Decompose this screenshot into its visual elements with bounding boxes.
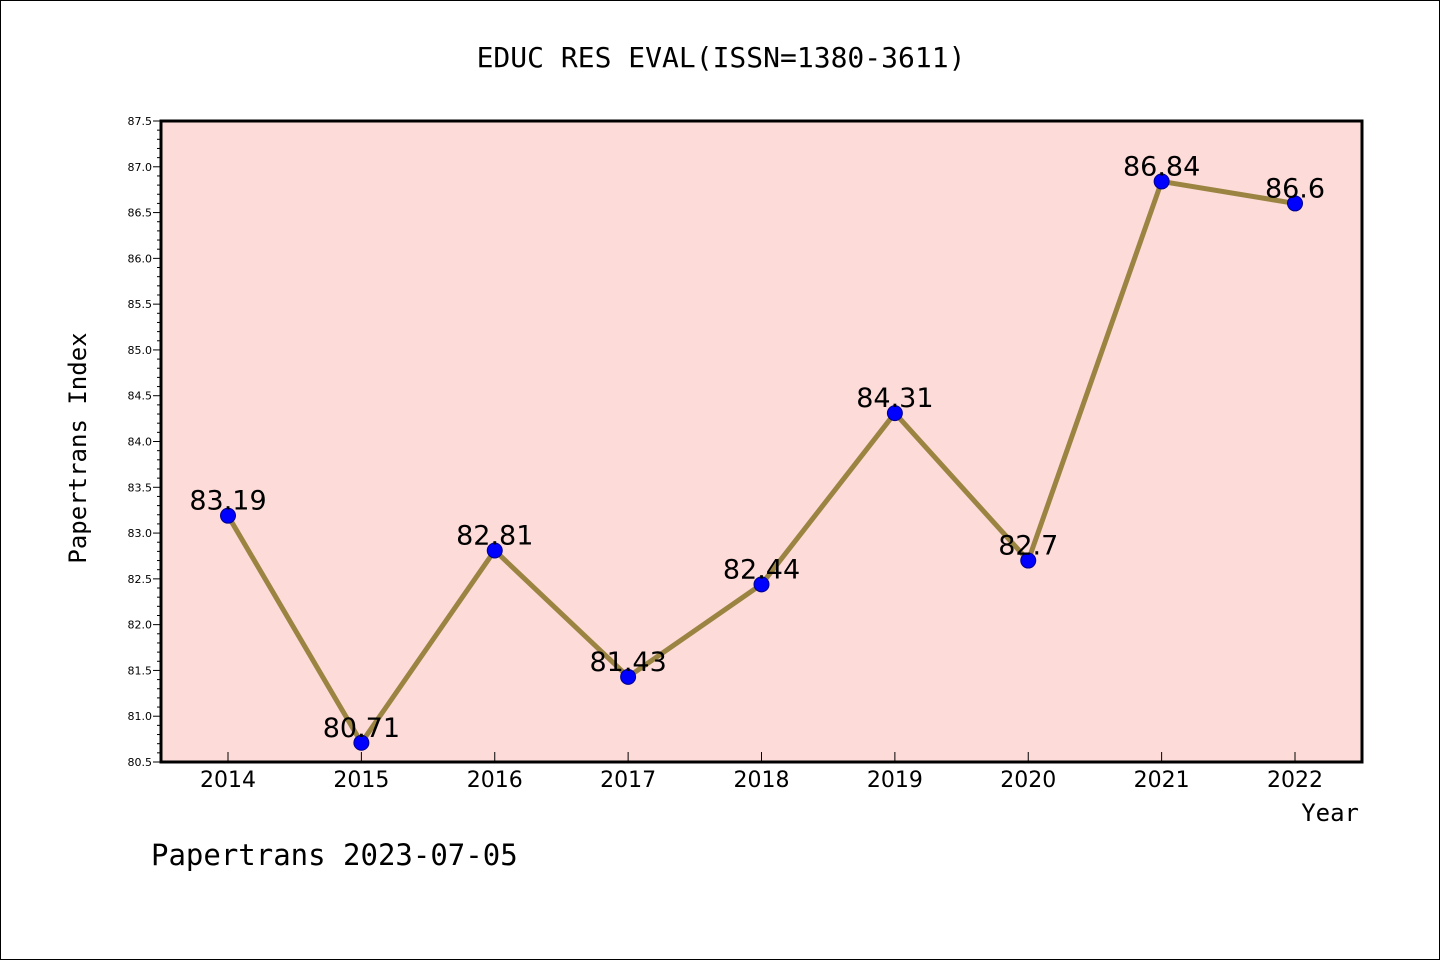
x-tick-label: 2020	[1000, 768, 1056, 793]
data-point	[886, 405, 903, 422]
y-tick-label: 80.5	[128, 756, 153, 769]
x-axis: 2014 2015 2016 2017 2018 2019 2020 2021 2022	[200, 752, 1323, 793]
y-tick-label: 84.5	[128, 390, 153, 403]
x-tick-label: 2015	[333, 768, 389, 793]
x-axis-label: Year	[1301, 799, 1359, 827]
data-point	[486, 542, 503, 559]
y-tick-label: 85.0	[128, 344, 153, 357]
x-tick-label: 2016	[467, 768, 523, 793]
x-tick-label: 2022	[1267, 768, 1323, 793]
data-label: 80.71	[323, 713, 400, 744]
data-label: 84.31	[856, 383, 933, 414]
y-tick-label: 82.5	[128, 573, 153, 586]
y-tick-label: 81.0	[128, 710, 153, 723]
y-tick-label: 87.5	[128, 115, 153, 128]
y-tick-label: 81.5	[128, 664, 153, 677]
y-tick-label: 83.0	[128, 527, 153, 540]
y-tick-label: 84.0	[128, 436, 153, 449]
data-point	[753, 576, 770, 593]
plot-area	[161, 121, 1362, 762]
x-tick-label: 2019	[867, 768, 923, 793]
y-tick-label: 87.0	[128, 161, 153, 174]
data-label: 82.44	[723, 554, 800, 585]
watermark-text: Papertrans 2023-07-05	[151, 838, 518, 872]
data-point	[1287, 195, 1303, 212]
data-label: 86.84	[1123, 151, 1200, 182]
data-label: 82.7	[998, 531, 1058, 562]
data-point	[220, 507, 236, 524]
data-points	[220, 173, 1303, 751]
data-point	[1020, 552, 1037, 569]
data-point	[620, 668, 637, 685]
data-label: 83.19	[189, 486, 266, 517]
y-tick-label: 85.5	[128, 298, 153, 311]
x-tick-label: 2014	[200, 768, 256, 793]
data-label: 86.6	[1265, 173, 1325, 204]
y-tick-label: 82.0	[128, 619, 153, 632]
x-tick-label: 2021	[1134, 768, 1190, 793]
plot-border	[159, 119, 1364, 764]
y-tick-label: 86.0	[128, 252, 153, 265]
data-point	[353, 734, 370, 751]
y-tick-label: 86.5	[128, 207, 153, 220]
data-label: 82.81	[456, 520, 533, 551]
x-tick-label: 2018	[734, 768, 790, 793]
data-labels: 83.19 80.71 82.81 81.43 82.44 84.31 82.7 86.84 8…	[189, 151, 1325, 743]
data-label: 81.43	[589, 647, 666, 678]
y-tick-label: 83.5	[128, 481, 153, 494]
x-tick-label: 2017	[600, 768, 656, 793]
chart-title: EDUC RES EVAL(ISSN=1380-3611)	[477, 41, 966, 74]
data-point	[1153, 173, 1170, 190]
y-axis-label: Papertrans Index	[64, 332, 92, 563]
y-axis: 80.5 81.0 81.5 82.0 82.5 83.0 83.5 84.0 84.5 85.0…	[128, 115, 161, 769]
